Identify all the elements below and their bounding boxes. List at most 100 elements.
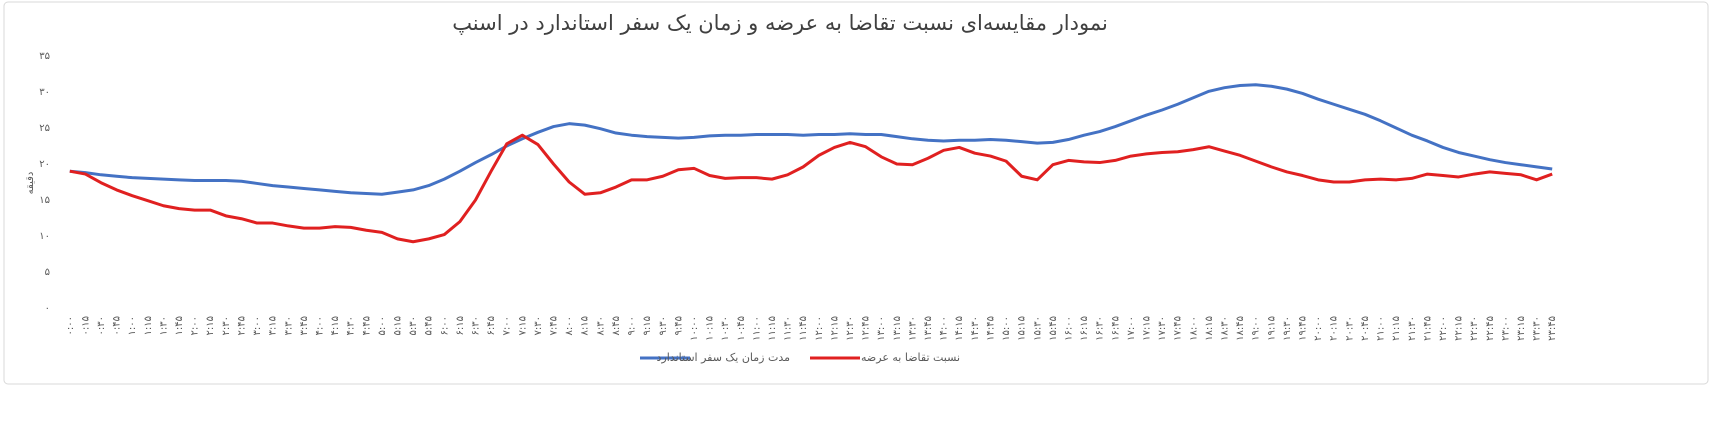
x-tick-label: ۸:۰۰ (564, 316, 575, 335)
x-tick-label: ۱۵:۰۰ (1001, 316, 1012, 341)
x-tick-label: ۱۵:۱۵ (1017, 316, 1028, 341)
x-tick-label: ۱:۳۰ (158, 316, 169, 335)
x-tick-label: ۱۷:۰۰ (1126, 316, 1137, 341)
x-tick-label: ۱۸:۳۰ (1220, 316, 1231, 341)
x-tick-label: ۱۳:۰۰ (876, 316, 887, 341)
x-tick-label: ۱۴:۳۰ (970, 316, 981, 341)
x-tick-label: ۵:۰۰ (377, 316, 388, 335)
x-tick-label: ۶:۰۰ (439, 316, 450, 335)
x-tick-label: ۲۰:۰۰ (1313, 316, 1324, 341)
x-tick-label: ۸:۴۵ (611, 316, 622, 335)
x-tick-label: ۲۰:۴۵ (1360, 316, 1371, 341)
y-tick-label: ۰ (45, 303, 50, 314)
x-tick-label: ۶:۳۰ (471, 316, 482, 335)
x-tick-label: ۷:۰۰ (502, 316, 513, 335)
x-tick-label: ۱۹:۳۰ (1282, 316, 1293, 341)
x-tick-label: ۱۶:۰۰ (1063, 316, 1074, 341)
x-tick-label: ۹:۴۵ (673, 316, 684, 335)
x-tick-label: ۱:۰۰ (127, 316, 138, 335)
x-tick-label: ۰:۴۵ (112, 316, 123, 335)
x-tick-label: ۲۳:۰۰ (1500, 316, 1511, 341)
y-tick-label: ۳۵ (39, 51, 50, 62)
x-tick-label: ۲۱:۴۵ (1422, 316, 1433, 341)
x-tick-label: ۶:۱۵ (455, 316, 466, 335)
x-tick-label: ۲۰:۱۵ (1329, 316, 1340, 341)
legend-label: مدت زمان یک سفر استاندارد (657, 351, 791, 364)
x-tick-label: ۵:۴۵ (424, 316, 435, 335)
x-tick-label: ۲:۰۰ (190, 316, 201, 335)
x-tick-label: ۱۹:۱۵ (1266, 316, 1277, 341)
x-tick-label: ۹:۰۰ (627, 316, 638, 335)
x-tick-label: ۴:۱۵ (330, 316, 341, 335)
x-tick-label: ۴:۴۵ (361, 316, 372, 335)
x-tick-label: ۰:۱۵ (80, 316, 91, 335)
x-tick-label: ۱۹:۴۵ (1298, 316, 1309, 341)
x-tick-label: ۲۲:۰۰ (1438, 316, 1449, 341)
x-tick-label: ۵:۳۰ (408, 316, 419, 335)
x-tick-label: ۱۲:۱۵ (829, 316, 840, 341)
x-tick-label: ۱۰:۱۵ (705, 316, 716, 341)
x-tick-label: ۷:۴۵ (549, 316, 560, 335)
x-tick-label: ۱۴:۰۰ (939, 316, 950, 341)
x-tick-label: ۲۲:۴۵ (1485, 316, 1496, 341)
legend-label: نسبت تقاضا به عرضه (861, 351, 960, 364)
x-tick-label: ۱۵:۳۰ (1032, 316, 1043, 341)
x-tick-label: ۲:۳۰ (221, 316, 232, 335)
x-tick-label: ۲۱:۰۰ (1376, 316, 1387, 341)
x-tick-label: ۱:۴۵ (174, 316, 185, 335)
y-tick-label: ۳۰ (39, 87, 50, 98)
x-tick-label: ۱۱:۳۰ (783, 316, 794, 341)
x-tick-label: ۱۷:۳۰ (1157, 316, 1168, 341)
x-tick-label: ۲۳:۱۵ (1516, 316, 1527, 341)
y-tick-label: ۲۵ (39, 123, 50, 134)
data-line (69, 83, 1553, 196)
x-tick-label: ۰:۳۰ (96, 316, 107, 335)
x-tick-label: ۸:۳۰ (595, 316, 606, 335)
x-tick-label: ۲:۱۵ (205, 316, 216, 335)
y-tick-label: ۱۰ (39, 231, 50, 242)
x-tick-label: ۱۱:۱۵ (767, 316, 778, 341)
x-tick-label: ۲۳:۳۰ (1532, 316, 1543, 341)
x-tick-label: ۱۸:۰۰ (1188, 316, 1199, 341)
x-tick-label: ۳:۰۰ (252, 316, 263, 335)
x-tick-label: ۷:۳۰ (533, 316, 544, 335)
x-tick-label: ۱۹:۰۰ (1251, 316, 1262, 341)
x-tick-label: ۲۲:۱۵ (1454, 316, 1465, 341)
data-line (69, 133, 1553, 244)
x-tick-label: ۳:۳۰ (283, 316, 294, 335)
x-tick-label: ۱۶:۱۵ (1079, 316, 1090, 341)
x-tick-label: ۱۴:۱۵ (954, 316, 965, 341)
x-tick-label: ۱۷:۴۵ (1173, 316, 1184, 341)
x-tick-label: ۱۸:۴۵ (1235, 316, 1246, 341)
x-tick-label: ۲:۴۵ (236, 316, 247, 335)
x-tick-label: ۶:۴۵ (486, 316, 497, 335)
y-tick-label: ۱۵ (39, 195, 50, 206)
y-axis-label: دقیقه (25, 172, 36, 195)
x-tick-label: ۱۱:۰۰ (751, 316, 762, 341)
x-tick-label: ۱۶:۳۰ (1095, 316, 1106, 341)
x-tick-label: ۱۶:۴۵ (1110, 316, 1121, 341)
y-tick-label: ۲۰ (39, 159, 50, 170)
x-tick-label: ۱۰:۰۰ (689, 316, 700, 341)
x-tick-label: ۵:۱۵ (392, 316, 403, 335)
x-tick-label: ۱:۱۵ (143, 316, 154, 335)
x-tick-label: ۱۲:۴۵ (861, 316, 872, 341)
x-tick-label: ۲۰:۳۰ (1344, 316, 1355, 341)
x-tick-label: ۷:۱۵ (517, 316, 528, 335)
x-tick-label: ۱۳:۱۵ (892, 316, 903, 341)
x-tick-label: ۱۳:۴۵ (923, 316, 934, 341)
chart-title: نمودار مقایسه‌ای نسبت تقاضا به عرضه و زم… (452, 11, 1108, 35)
x-tick-label: ۲۳:۴۵ (1547, 316, 1558, 341)
x-tick-label: ۱۲:۰۰ (814, 316, 825, 341)
x-tick-label: ۱۵:۴۵ (1048, 316, 1059, 341)
x-tick-label: ۹:۱۵ (642, 316, 653, 335)
chart-frame (3, 1, 1709, 385)
x-tick-label: ۲۱:۳۰ (1407, 316, 1418, 341)
x-tick-label: ۱۸:۱۵ (1204, 316, 1215, 341)
x-tick-label: ۱۴:۴۵ (985, 316, 996, 341)
x-tick-label: ۲۱:۱۵ (1391, 316, 1402, 341)
y-tick-label: ۵ (45, 267, 50, 278)
x-tick-label: ۱۰:۳۰ (720, 316, 731, 341)
x-tick-label: ۴:۳۰ (346, 316, 357, 335)
